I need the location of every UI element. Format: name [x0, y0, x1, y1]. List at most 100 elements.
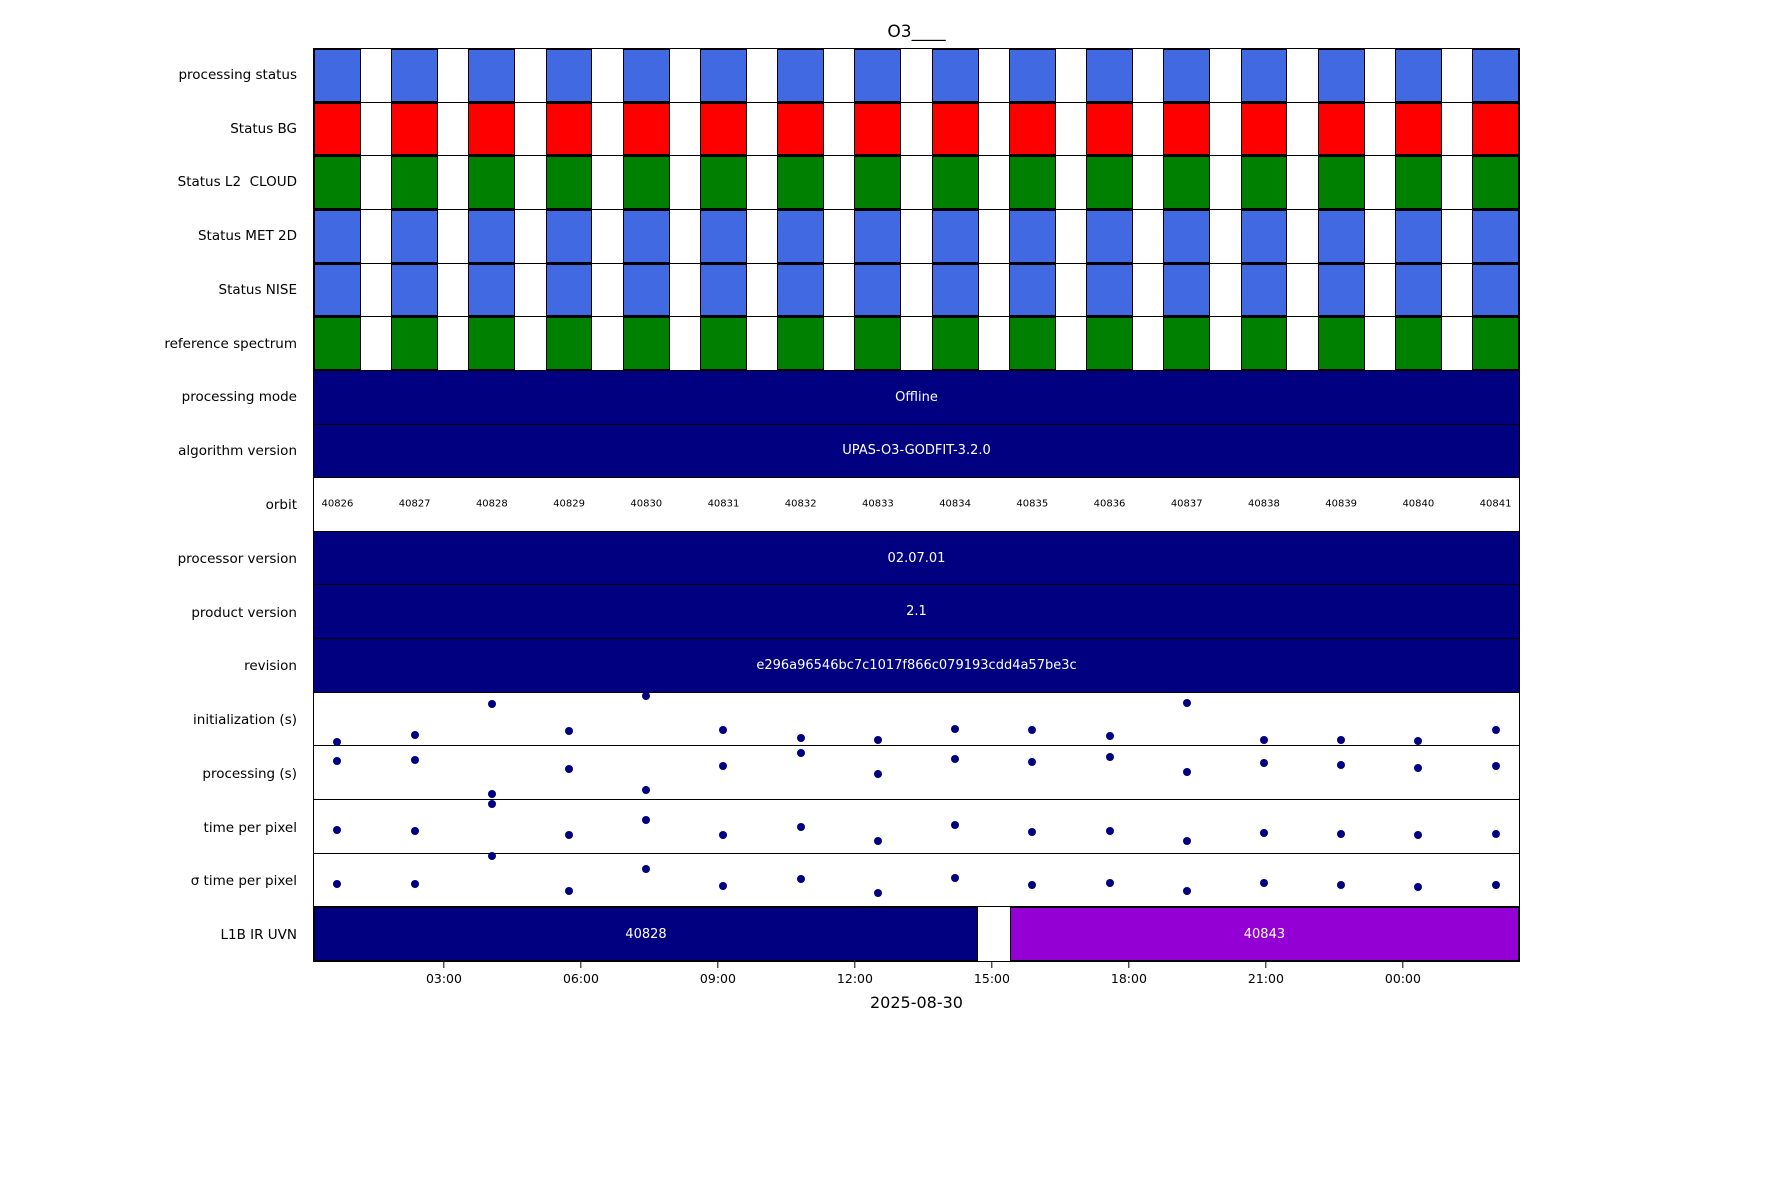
x-tick-label-12:00: 12:00 [836, 971, 873, 986]
scatter-dot-time-per-pixel-40834 [951, 873, 960, 882]
status-block-status-bg-40839 [1317, 102, 1365, 156]
scatter-dot-time-per-pixel-40828 [487, 852, 496, 861]
orbit-number-40838: 40838 [1248, 498, 1280, 510]
scatter-dot-processing-s-40826 [333, 757, 342, 766]
orbit-number-40833: 40833 [861, 498, 894, 510]
row-label-reference-spectrum: reference spectrum [164, 335, 297, 352]
status-block-status-nise-40834 [931, 263, 979, 317]
scatter-dot-time-per-pixel-40831 [719, 882, 728, 891]
scatter-dot-time-per-pixel-40829 [565, 886, 574, 895]
status-block-status-nise-40840 [1394, 263, 1442, 317]
x-tick-mark-12:00 [854, 962, 856, 968]
scatter-dot-time-per-pixel-40836 [1105, 826, 1114, 835]
status-block-reference-spectrum-40833 [854, 317, 902, 370]
scatter-dot-time-per-pixel-40836 [1105, 878, 1114, 887]
status-block-status-nise-40836 [1086, 263, 1133, 317]
status-block-processing-status-40834 [931, 49, 979, 102]
scatter-dot-time-per-pixel-40830 [642, 864, 651, 873]
row-initialization-s [314, 691, 1519, 747]
status-block-status-met-2d-40827 [391, 209, 439, 263]
x-tick-mark-06:00 [580, 962, 582, 968]
scatter-dot-time-per-pixel-40835 [1028, 880, 1037, 889]
status-block-status-l2-cloud-40831 [700, 156, 747, 209]
row-status-nise [314, 263, 1519, 318]
x-tick-label-03:00: 03:00 [425, 971, 462, 986]
status-block-status-l2-cloud-40839 [1317, 156, 1365, 209]
status-block-status-bg-40838 [1240, 102, 1288, 156]
scatter-dot-processing-s-40835 [1028, 758, 1037, 767]
status-block-reference-spectrum-40827 [391, 317, 439, 370]
row-status-l2-cloud [314, 156, 1519, 210]
scatter-dot-initialization-s-40837 [1182, 699, 1191, 708]
row-labels: processing status Status BG Status L2 CLOU… [0, 48, 305, 962]
row-label-status-nise: Status NISE [218, 281, 298, 298]
scatter-dot-processing-s-40831 [719, 762, 728, 771]
status-block-status-met-2d-40834 [931, 209, 979, 263]
status-block-status-nise-40832 [777, 263, 825, 317]
status-block-processing-status-40839 [1317, 49, 1365, 102]
row-l1b-ir-uvn: 40828 40843 [314, 907, 1519, 961]
status-block-reference-spectrum-40836 [1086, 317, 1133, 370]
row-algorithm-version: UPAS-O3-GODFIT-3.2.0 [314, 424, 1519, 479]
scatter-dot-initialization-s-40838 [1259, 735, 1268, 744]
row-processing-mode: Offline [314, 370, 1519, 425]
x-tick-label-00:00: 00:00 [1384, 971, 1421, 986]
row-time-per-pixel [314, 852, 1519, 908]
status-block-status-l2-cloud-40837 [1163, 156, 1211, 209]
scatter-dot-initialization-s-40840 [1414, 736, 1423, 745]
product-version-value: 2.1 [906, 604, 927, 620]
status-block-status-l2-cloud-40838 [1240, 156, 1288, 209]
scatter-dot-time-per-pixel-40828 [487, 800, 496, 809]
scatter-dot-time-per-pixel-40841 [1491, 829, 1500, 838]
status-block-status-nise-40833 [854, 263, 902, 317]
scatter-dot-initialization-s-40832 [796, 734, 805, 743]
row-processor-version: 02.07.01 [314, 531, 1519, 586]
row-label-processing-s: processing (s) [202, 765, 297, 782]
row-label-time-per-pixel: time per pixel [203, 819, 297, 836]
status-block-reference-spectrum-40840 [1394, 317, 1442, 370]
status-block-status-met-2d-40829 [545, 209, 593, 263]
scatter-dot-time-per-pixel-40839 [1337, 881, 1346, 890]
scatter-dot-time-per-pixel-40832 [796, 822, 805, 831]
row-time-per-pixel [314, 800, 1519, 854]
status-block-status-met-2d-40832 [777, 209, 825, 263]
scatter-dot-time-per-pixel-40829 [565, 831, 574, 840]
orbit-number-40835: 40835 [1016, 498, 1049, 510]
x-axis: 03:00 06:00 09:00 12:00 15:00 18:00 21:00 00:00 [313, 962, 1520, 996]
orbit-number-40828: 40828 [475, 498, 508, 510]
status-block-status-bg-40831 [700, 102, 747, 156]
status-block-status-nise-40826 [314, 263, 361, 317]
scatter-dot-processing-s-40836 [1105, 753, 1114, 762]
status-block-status-nise-40828 [468, 263, 516, 317]
status-block-reference-spectrum-40835 [1008, 317, 1056, 370]
row-status-bg [314, 102, 1519, 157]
orbit-number-40831: 40831 [707, 498, 740, 510]
status-block-status-l2-cloud-40841 [1472, 156, 1519, 209]
scatter-dot-initialization-s-40833 [873, 735, 882, 744]
status-block-status-l2-cloud-40836 [1086, 156, 1133, 209]
scatter-dot-initialization-s-40834 [951, 725, 960, 734]
status-block-status-bg-40830 [622, 102, 670, 156]
scatter-dot-processing-s-40838 [1259, 759, 1268, 768]
status-block-processing-status-40831 [700, 49, 747, 102]
status-block-status-bg-40841 [1472, 102, 1519, 156]
scatter-dot-processing-s-40832 [796, 748, 805, 757]
status-block-reference-spectrum-40828 [468, 317, 516, 370]
status-block-status-nise-40837 [1163, 263, 1211, 317]
status-block-status-met-2d-40839 [1317, 209, 1365, 263]
plot-area: Offline UPAS-O3-GODFIT-3.2.0 40826 40827 408… [313, 48, 1520, 962]
orbit-number-40840: 40840 [1402, 498, 1435, 510]
scatter-dot-time-per-pixel-40832 [796, 874, 805, 883]
status-block-status-l2-cloud-40833 [854, 156, 902, 209]
scatter-dot-processing-s-40834 [951, 754, 960, 763]
status-block-status-bg-40837 [1163, 102, 1211, 156]
status-block-reference-spectrum-40837 [1163, 317, 1211, 370]
scatter-dot-time-per-pixel-40838 [1259, 878, 1268, 887]
status-block-status-nise-40841 [1472, 263, 1519, 317]
scatter-dot-time-per-pixel-40827 [410, 879, 419, 888]
status-block-reference-spectrum-40839 [1317, 317, 1365, 370]
status-block-status-met-2d-40826 [314, 209, 361, 263]
status-block-status-bg-40826 [314, 102, 361, 156]
row-label-processor-version: processor version [177, 550, 297, 567]
